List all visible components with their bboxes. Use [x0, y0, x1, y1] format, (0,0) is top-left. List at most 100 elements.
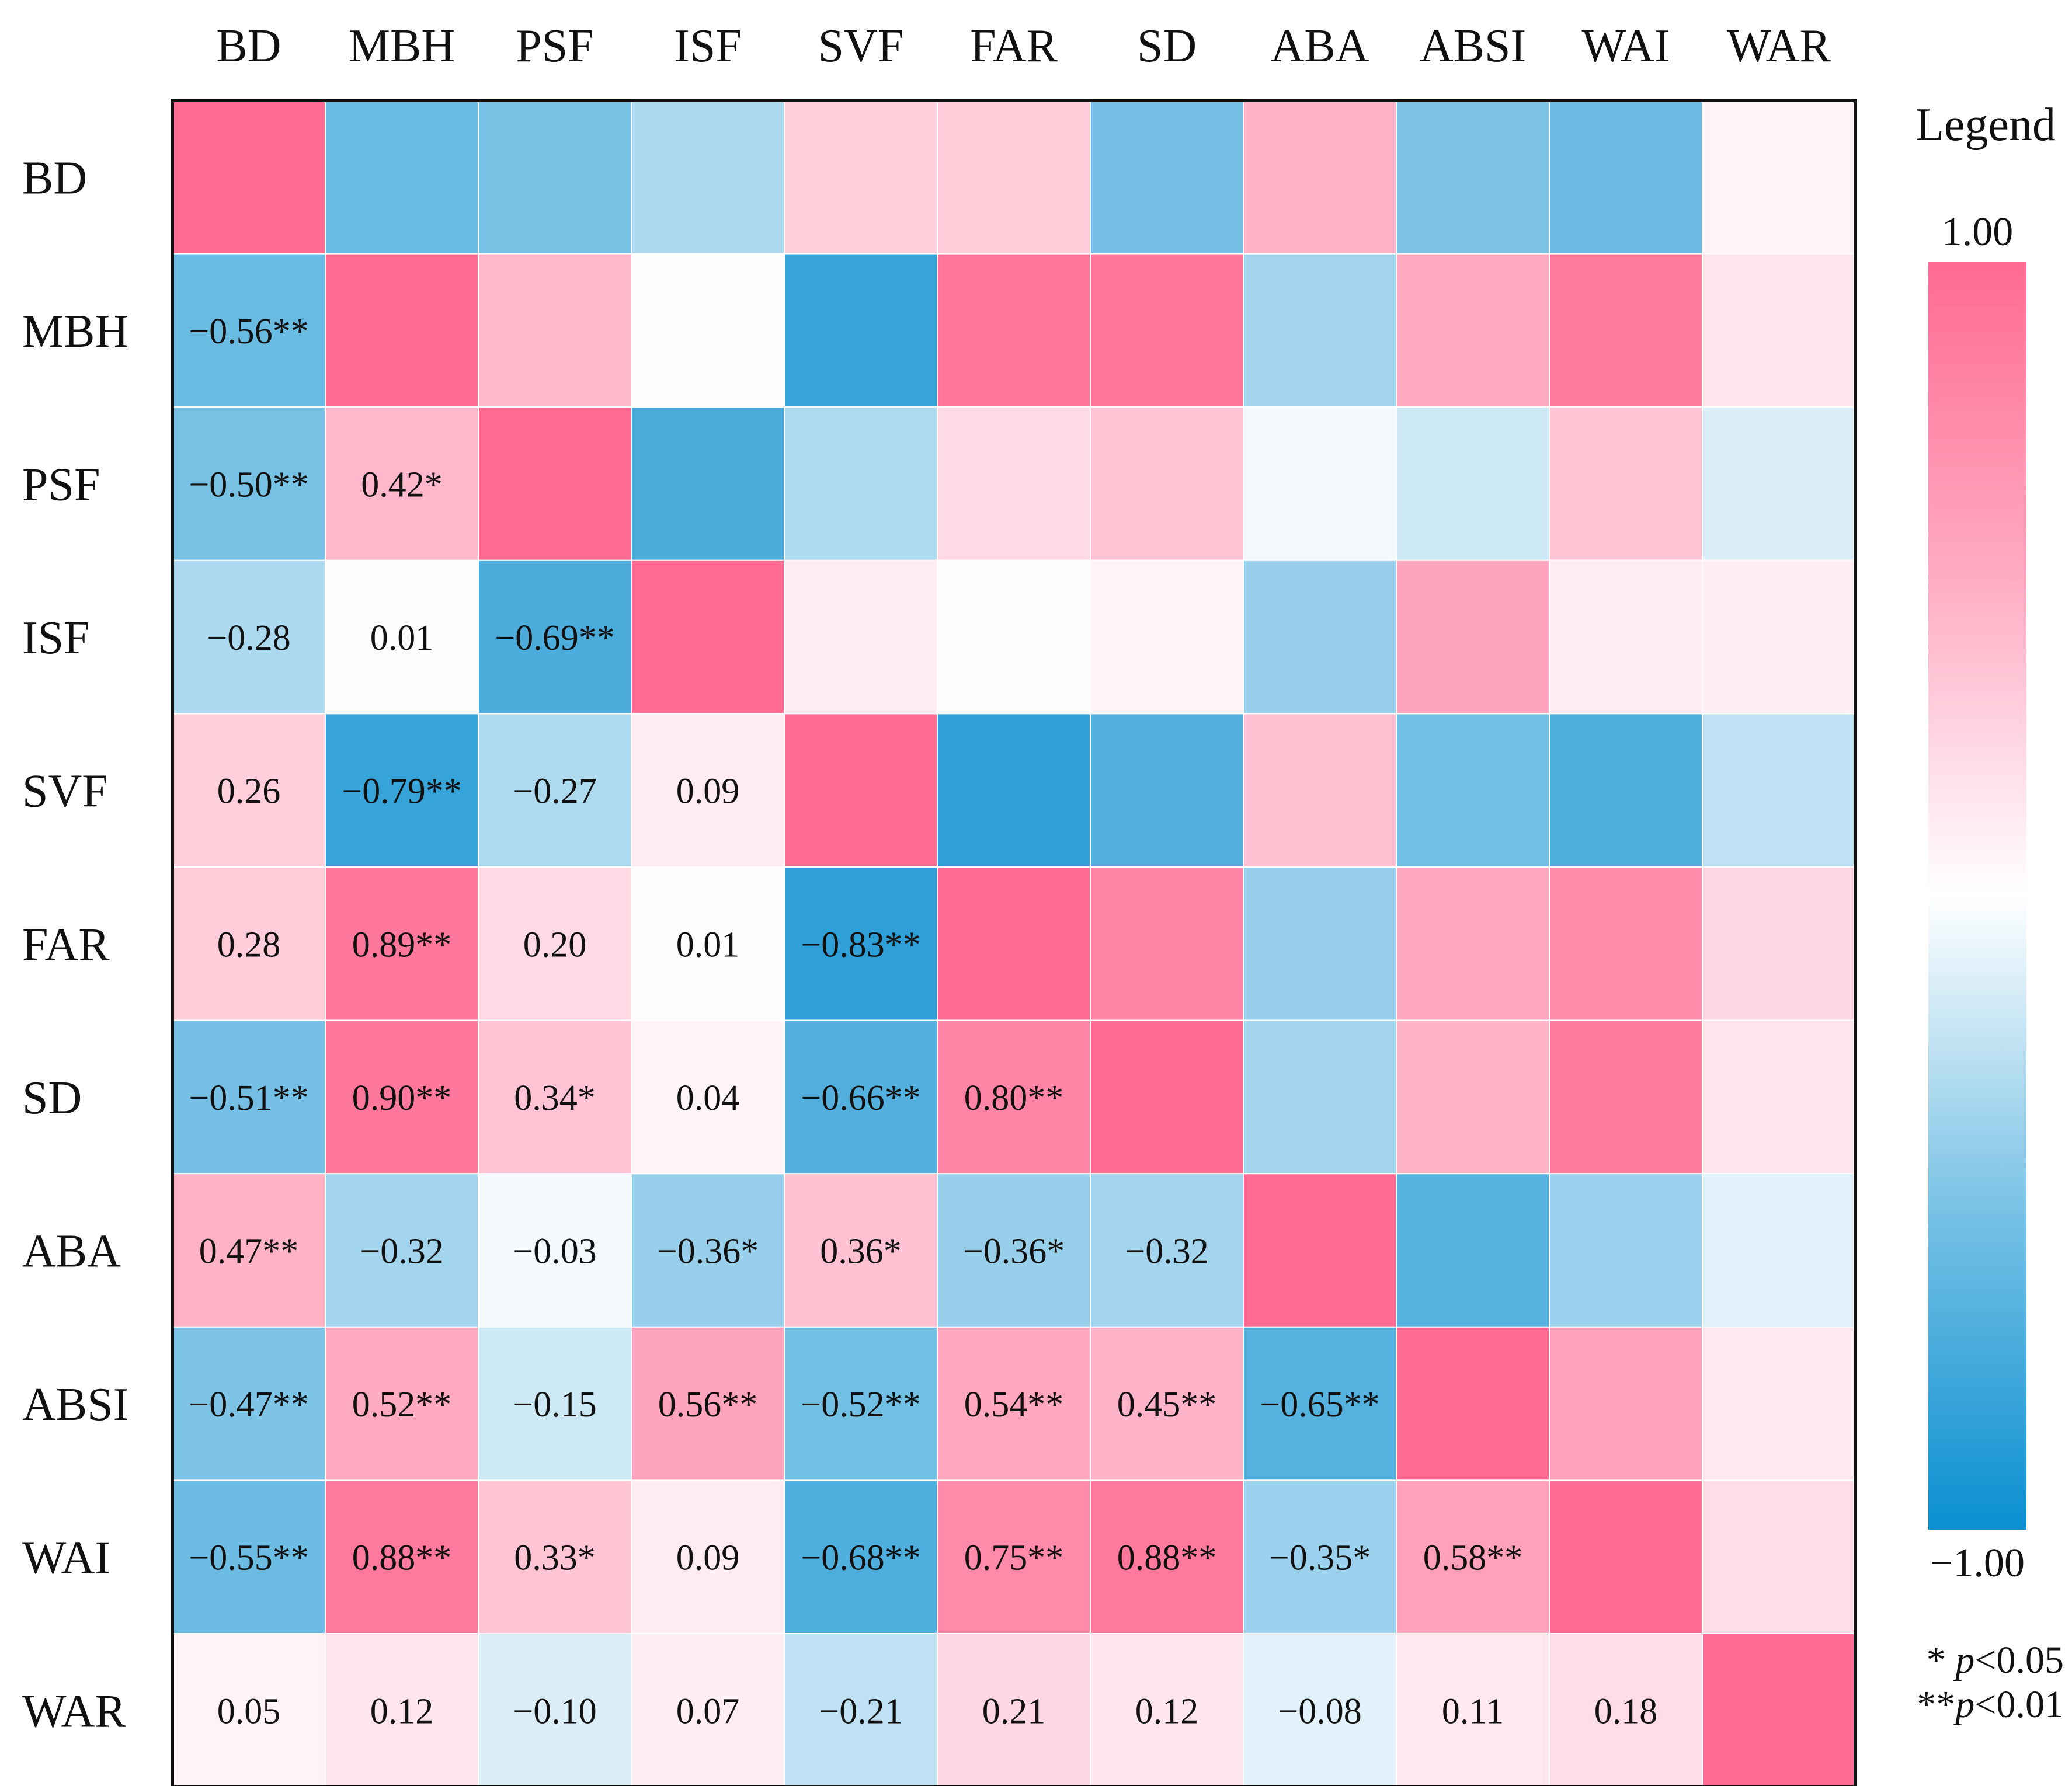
cell-label-absi-svf: −0.52**: [801, 1385, 920, 1425]
heatmap-cell-psf-psf: [478, 406, 632, 561]
legend-title: Legend: [1915, 99, 2056, 151]
heatmap-cell-sd-svf: [784, 1019, 938, 1175]
heatmap-cell-sd-sd: [1090, 1019, 1244, 1175]
heatmap-cell-svf-svf: [784, 713, 938, 868]
cell-label-war-far: 0.21: [982, 1691, 1046, 1731]
legend-max-label: 1.00: [1942, 210, 2014, 255]
cell-label-war-svf: −0.21: [819, 1691, 902, 1731]
heatmap-cell-bd-far: [937, 100, 1091, 255]
cell-label-absi-mbh: 0.52**: [352, 1385, 452, 1425]
cell-label-sd-mbh: 0.90**: [352, 1078, 452, 1118]
heatmap-cell-bd-aba: [1243, 100, 1397, 255]
row-label-psf: PSF: [22, 459, 100, 511]
cell-label-svf-psf: −0.27: [513, 772, 596, 812]
row-label-war: WAR: [22, 1686, 126, 1737]
heatmap-cell-svf-aba: [1243, 713, 1397, 868]
heatmap-cell-isf-aba: [1243, 559, 1397, 715]
heatmap-cell-mbh-psf: [478, 253, 632, 408]
heatmap-cell-war-wai: [1549, 1633, 1703, 1786]
heatmap-cell-isf-mbh: [325, 559, 479, 715]
heatmap-cell-aba-wai: [1549, 1173, 1703, 1328]
cell-label-absi-far: 0.54**: [964, 1385, 1064, 1425]
heatmap-cell-isf-svf: [784, 559, 938, 715]
heatmap-cell-psf-aba: [1243, 406, 1397, 561]
cell-label-aba-far: −0.36*: [963, 1232, 1065, 1272]
row-label-bd: BD: [22, 152, 87, 204]
cell-label-aba-bd: 0.47**: [199, 1232, 299, 1272]
cell-label-sd-bd: −0.51**: [189, 1078, 308, 1118]
heatmap-cell-sd-far: [937, 1019, 1091, 1175]
heatmap-cell-bd-psf: [478, 100, 632, 255]
cell-label-isf-psf: −0.69**: [495, 618, 614, 658]
cell-label-wai-sd: 0.88**: [1117, 1538, 1217, 1578]
row-label-aba: ABA: [22, 1226, 121, 1277]
heatmap-cell-war-svf: [784, 1633, 938, 1786]
heatmap-cell-far-absi: [1396, 866, 1550, 1021]
heatmap-cell-isf-wai: [1549, 559, 1703, 715]
cell-label-aba-svf: 0.36*: [820, 1232, 902, 1272]
cell-label-far-svf: −0.83**: [801, 925, 920, 965]
column-label-svf: SVF: [818, 20, 904, 72]
column-label-sd: SD: [1137, 20, 1197, 72]
heatmap-cell-war-war: [1702, 1633, 1856, 1786]
heatmap-cell-far-sd: [1090, 866, 1244, 1021]
heatmap-cell-sd-war: [1702, 1019, 1856, 1175]
cell-label-sd-far: 0.80**: [964, 1078, 1064, 1118]
row-label-sd: SD: [22, 1073, 82, 1124]
cell-label-wai-absi: 0.58**: [1423, 1538, 1523, 1578]
heatmap-cell-mbh-far: [937, 253, 1091, 408]
heatmap-cell-war-isf: [631, 1633, 785, 1786]
heatmap-cell-mbh-isf: [631, 253, 785, 408]
heatmap-cell-svf-psf: [478, 713, 632, 868]
heatmap-cell-mbh-bd: [172, 253, 326, 408]
heatmap-cell-war-absi: [1396, 1633, 1550, 1786]
heatmap-cell-wai-psf: [478, 1479, 632, 1634]
column-label-psf: PSF: [516, 20, 593, 72]
cell-label-aba-sd: −0.32: [1125, 1232, 1208, 1272]
row-label-mbh: MBH: [22, 306, 128, 357]
column-label-wai: WAI: [1581, 20, 1670, 72]
heatmap-cell-isf-isf: [631, 559, 785, 715]
cell-label-war-mbh: 0.12: [370, 1691, 434, 1731]
heatmap-cell-isf-psf: [478, 559, 632, 715]
cell-label-sd-isf: 0.04: [676, 1078, 740, 1118]
heatmap-cell-wai-far: [937, 1479, 1091, 1634]
heatmap-cell-svf-isf: [631, 713, 785, 868]
heatmap-cell-psf-svf: [784, 406, 938, 561]
cell-label-psf-bd: −0.50**: [189, 465, 308, 505]
legend-colorbar: [1928, 262, 2026, 1530]
legend-min-label: −1.00: [1930, 1541, 2025, 1586]
sig-p-1: p: [1955, 1639, 1975, 1681]
heatmap-cell-bd-svf: [784, 100, 938, 255]
heatmap-cell-wai-absi: [1396, 1479, 1550, 1634]
heatmap-cell-absi-absi: [1396, 1326, 1550, 1481]
heatmap-cell-wai-svf: [784, 1479, 938, 1634]
column-label-aba: ABA: [1271, 20, 1369, 72]
heatmap-cell-wai-sd: [1090, 1479, 1244, 1634]
heatmap-cell-mbh-sd: [1090, 253, 1244, 408]
column-label-war: WAR: [1727, 20, 1831, 72]
cell-label-absi-aba: −0.65**: [1260, 1385, 1379, 1425]
cell-label-isf-bd: −0.28: [207, 618, 290, 658]
cell-label-war-wai: 0.18: [1594, 1691, 1658, 1731]
heatmap-cell-absi-aba: [1243, 1326, 1397, 1481]
heatmap-cell-bd-wai: [1549, 100, 1703, 255]
cell-label-isf-mbh: 0.01: [370, 618, 434, 658]
heatmap-cell-sd-bd: [172, 1019, 326, 1175]
heatmap-cell-mbh-svf: [784, 253, 938, 408]
cell-label-aba-isf: −0.36*: [657, 1232, 759, 1272]
column-label-isf: ISF: [674, 20, 742, 72]
heatmap-cell-far-mbh: [325, 866, 479, 1021]
heatmap-cell-aba-isf: [631, 1173, 785, 1328]
heatmap-cell-bd-war: [1702, 100, 1856, 255]
heatmap-cell-war-mbh: [325, 1633, 479, 1786]
heatmap-cell-bd-mbh: [325, 100, 479, 255]
cell-label-absi-isf: 0.56**: [658, 1385, 758, 1425]
cell-label-war-absi: 0.11: [1442, 1691, 1504, 1731]
heatmap-cell-war-psf: [478, 1633, 632, 1786]
heatmap-cell-aba-absi: [1396, 1173, 1550, 1328]
heatmap-cell-svf-absi: [1396, 713, 1550, 868]
heatmap-cell-bd-bd: [172, 100, 326, 255]
heatmap-cell-svf-war: [1702, 713, 1856, 868]
